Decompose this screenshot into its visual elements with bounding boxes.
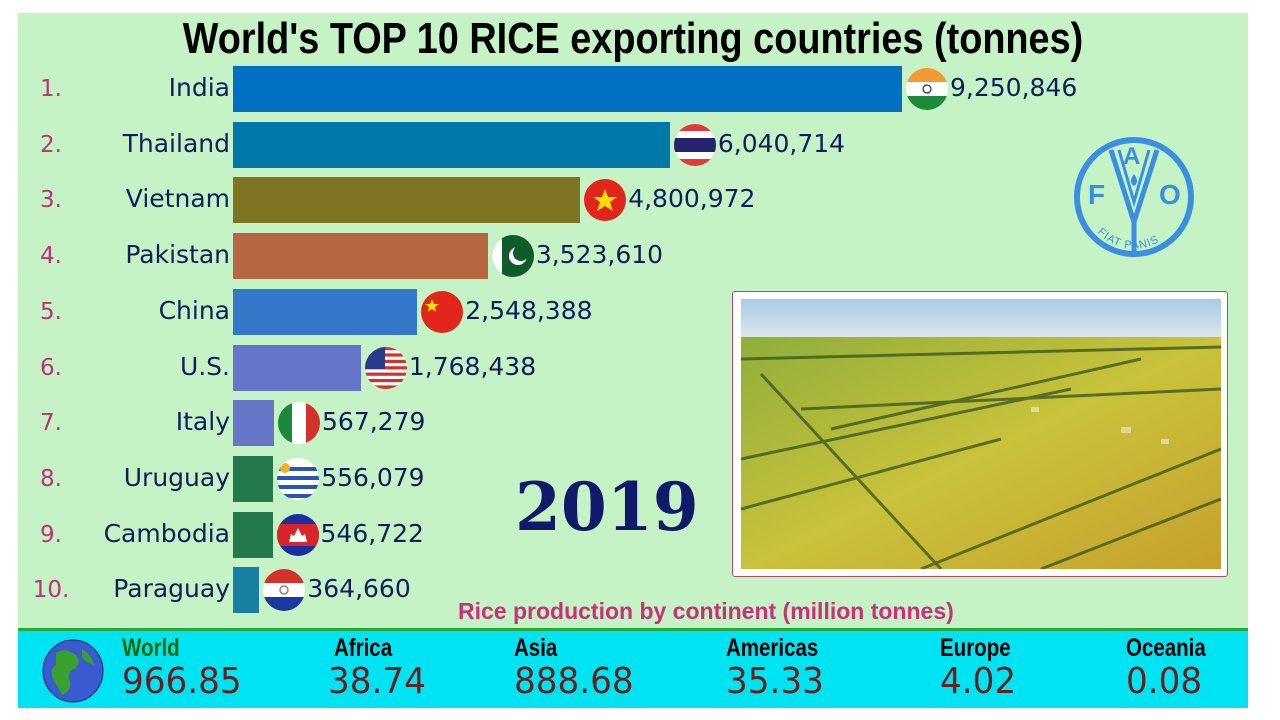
bar-cambodia: [233, 511, 273, 558]
bar-italy: [233, 400, 275, 447]
continent-label: World: [122, 634, 180, 662]
vietnam-flag-icon: [584, 179, 627, 222]
continent-label: Africa: [334, 634, 393, 662]
country-label: Uruguay: [123, 462, 230, 492]
bar-thailand: [233, 121, 670, 168]
pakistan-flag-icon: [491, 235, 534, 278]
value-label: 556,079: [321, 462, 425, 492]
india-flag-icon: [906, 68, 948, 110]
rank-label: 7.: [40, 410, 62, 437]
rank-label: 8.: [40, 465, 62, 492]
continent-asia: Asia 888.68: [514, 633, 640, 701]
value-label: 4,800,972: [628, 184, 756, 214]
country-label: China: [158, 295, 230, 325]
continent-value: 966.85: [122, 661, 242, 702]
continent-strip: World 966.85 Africa 38.74 Asia 888.68 Am…: [18, 628, 1248, 708]
value-label: 567,279: [322, 407, 426, 437]
paraguay-flag-icon: [263, 569, 306, 612]
country-label: Pakistan: [125, 240, 230, 270]
country-label: India: [168, 73, 230, 102]
continent-value: 4.02: [940, 661, 1017, 702]
rank-label: 3.: [40, 187, 62, 214]
country-label: U.S.: [179, 351, 230, 381]
bar-uruguay: [233, 455, 274, 502]
rank-label: 9.: [40, 521, 62, 548]
value-label: 364,660: [307, 574, 411, 604]
continent-value: 35.33: [726, 661, 824, 702]
rank-label: 2.: [40, 131, 62, 158]
bar-us: [233, 344, 361, 391]
country-label: Vietnam: [125, 184, 230, 214]
bar-india: [233, 66, 902, 112]
rank-label: 10.: [32, 577, 70, 604]
value-label: 1,768,438: [408, 351, 537, 381]
continent-label: Oceania: [1126, 634, 1206, 662]
rice-field-photo: [732, 291, 1228, 577]
italy-flag-icon: [278, 402, 321, 445]
logo-letter-a: A: [1123, 143, 1140, 170]
continent-oceania: Oceania 0.08: [1126, 633, 1223, 701]
continent-americas: Americas 35.33: [726, 633, 839, 701]
logo-letter-f: F: [1088, 179, 1105, 210]
bar-vietnam: [233, 177, 581, 224]
bar-pakistan: [233, 233, 488, 280]
rank-label: 1.: [40, 76, 62, 102]
continent-label: Americas: [726, 634, 819, 662]
chart-title: World's TOP 10 RICE exporting countries …: [182, 14, 1084, 63]
rank-label: 6.: [40, 354, 62, 381]
logo-letter-o: O: [1159, 179, 1181, 210]
continent-label: Asia: [514, 634, 558, 662]
uruguay-flag-icon: [277, 457, 320, 500]
rank-label: 5.: [40, 298, 62, 325]
country-label: Paraguay: [113, 574, 230, 604]
globe-icon: [42, 639, 104, 707]
year-label: 2019: [515, 468, 699, 546]
bar-paraguay: [233, 567, 260, 614]
china-flag-icon: [421, 290, 464, 333]
value-label: 2,548,388: [465, 295, 593, 325]
country-label: Thailand: [122, 128, 230, 158]
continent-label: Europe: [940, 634, 1011, 662]
continent-value: 888.68: [514, 661, 634, 702]
value-label: 546,722: [320, 518, 424, 548]
continent-europe: Europe 4.02: [940, 633, 1026, 701]
bar-chart: 1. India 9,250,846 2. Thailand 6,040,714 3. Vie…: [32, 66, 1078, 614]
value-label: 3,523,610: [535, 240, 664, 270]
country-label: Cambodia: [103, 518, 230, 548]
thailand-flag-icon: [673, 123, 716, 166]
value-label: 6,040,714: [717, 128, 846, 158]
cambodia-flag-icon: [276, 513, 319, 556]
continent-africa: Africa 38.74: [328, 633, 431, 701]
country-label: Italy: [175, 407, 230, 437]
continent-section-title: Rice production by continent (million to…: [458, 598, 954, 624]
bar-china: [233, 288, 418, 335]
continent-world: World 966.85: [122, 633, 248, 701]
value-label: 9,250,846: [950, 73, 1078, 102]
rank-label: 4.: [40, 243, 62, 270]
usa-flag-icon: [364, 346, 407, 389]
continent-value: 0.08: [1126, 661, 1203, 702]
fao-logo: F A O FIAT PANIS: [1073, 122, 1195, 276]
continent-value: 38.74: [328, 661, 426, 702]
